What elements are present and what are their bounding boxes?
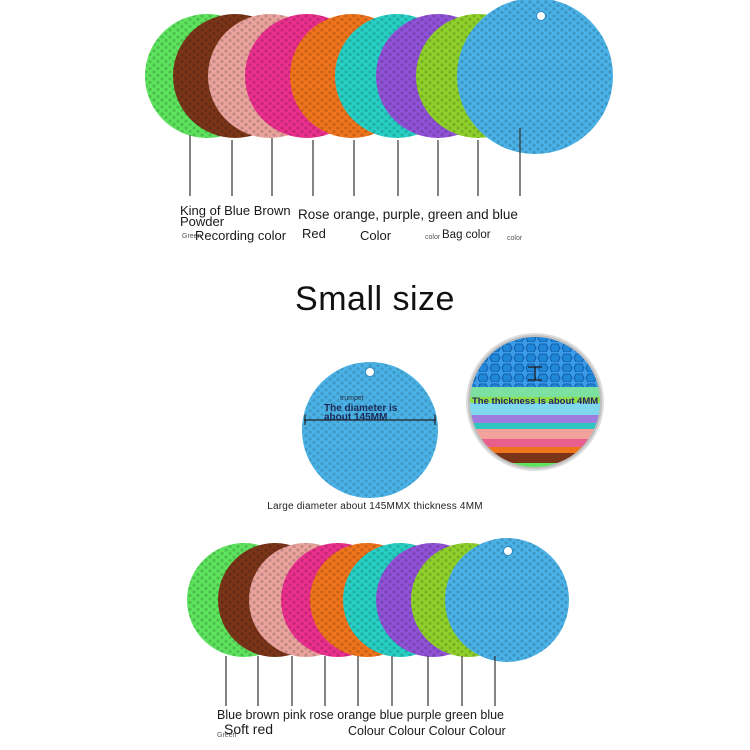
diameter-small-text: trumpet xyxy=(340,395,364,402)
label-bottom-colors: Blue brown pink rose orange blue purple … xyxy=(217,708,504,722)
page-title: Small size xyxy=(295,280,455,318)
label-colour-row: Colour Colour Colour Colour xyxy=(348,724,506,738)
top-coaster-row xyxy=(0,0,750,200)
label-soft-red: Soft red xyxy=(224,721,274,737)
label-powder: Powder xyxy=(180,214,225,229)
label-rose-orange-purple-green-blue: Rose orange, purple, green and blue xyxy=(298,207,518,222)
label-recording-color: Recording color xyxy=(195,228,287,243)
coaster-blue xyxy=(445,538,569,662)
label-color-tiny-1: color xyxy=(425,234,441,241)
label-red: Red xyxy=(302,226,326,241)
coaster-blue xyxy=(457,0,613,154)
label-color: Color xyxy=(360,228,392,243)
diameter-text-1: The diameter is xyxy=(324,403,398,414)
label-green-tiny-top: Green xyxy=(182,233,202,240)
diameter-diagram xyxy=(300,360,440,500)
label-king-of-blue-brown: King of Blue Brown xyxy=(180,203,291,218)
label-color-tiny-2: color xyxy=(507,235,523,242)
thickness-diagram xyxy=(465,332,605,472)
bottom-coaster-row xyxy=(0,520,750,710)
hanging-hole-icon xyxy=(503,546,513,556)
label-bag-color: Bag color xyxy=(442,229,491,241)
thickness-text: The thickness is about 4MM xyxy=(472,396,599,407)
hanging-hole-icon xyxy=(536,11,546,21)
label-green-tiny-bottom: Green xyxy=(217,732,237,739)
size-caption: Large diameter about 145MMX thickness 4M… xyxy=(267,501,483,512)
diameter-text-2: about 145MM xyxy=(324,412,388,423)
